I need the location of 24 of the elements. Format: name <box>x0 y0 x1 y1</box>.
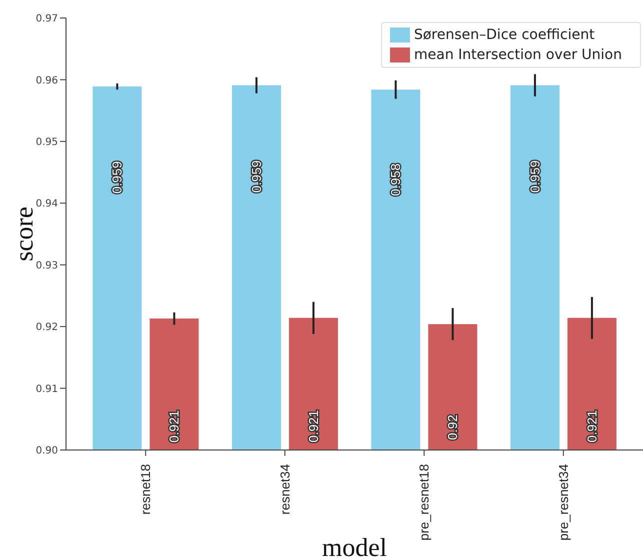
y-tick-label: 0.92 <box>36 322 58 334</box>
y-tick-label: 0.96 <box>36 75 58 86</box>
y-tick-label: 0.91 <box>36 384 58 395</box>
data-label: 0.958 <box>388 163 404 196</box>
x-tick-label: pre_resnet18 <box>416 464 432 541</box>
data-label: 0.92 <box>445 414 460 440</box>
data-label: 0.959 <box>110 161 125 194</box>
data-label: 0.921 <box>584 410 600 442</box>
data-label: 0.921 <box>166 410 182 443</box>
y-tick-label: 0.94 <box>36 198 58 210</box>
x-tick-label: resnet34 <box>277 464 292 515</box>
y-tick-label: 0.90 <box>36 446 58 457</box>
legend-label: Sørensen–Dice coefficient <box>414 26 595 43</box>
data-label: 0.921 <box>306 410 321 442</box>
y-tick-label: 0.95 <box>36 136 58 148</box>
legend-label: mean Intersection over Union <box>414 46 622 63</box>
y-axis-title: score <box>10 206 38 262</box>
y-tick-label: 0.97 <box>36 14 58 25</box>
y-tick-label: 0.93 <box>36 260 58 272</box>
x-tick-label: resnet18 <box>138 464 154 515</box>
x-axis-title: model <box>322 533 387 560</box>
data-label: 0.959 <box>248 160 264 193</box>
x-tick-label: pre_resnet34 <box>556 464 571 541</box>
data-label: 0.959 <box>527 160 542 193</box>
